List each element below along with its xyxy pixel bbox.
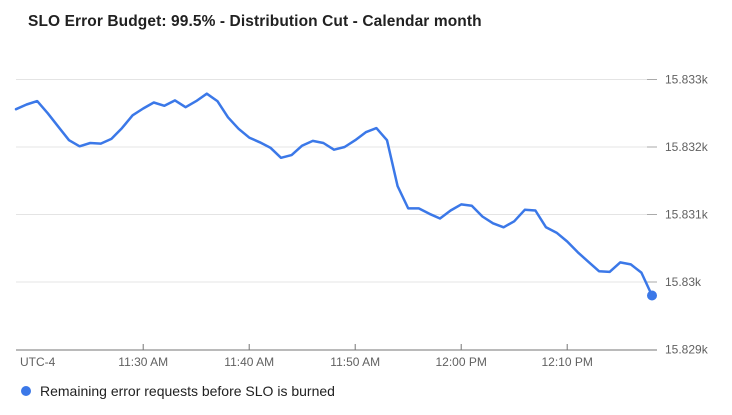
y-tick-label: 15.831k <box>665 208 709 222</box>
series-line <box>14 92 654 297</box>
y-tick-label: 15.829k <box>665 343 709 357</box>
x-tick-label: 11:40 AM <box>224 355 274 369</box>
chart-title: SLO Error Budget: 99.5% - Distribution C… <box>28 13 482 30</box>
legend-label: Remaining error requests before SLO is b… <box>40 383 335 399</box>
legend-marker-icon <box>21 386 31 396</box>
x-tick-label: 12:10 PM <box>542 355 593 369</box>
y-tick-label: 15.83k <box>665 275 702 289</box>
latest-value-dot <box>647 290 657 301</box>
x-tick-label: 12:00 PM <box>436 355 487 369</box>
y-tick-label: 15.832k <box>665 140 709 154</box>
x-tick-label: 11:30 AM <box>118 355 168 369</box>
legend-item[interactable]: Remaining error requests before SLO is b… <box>21 384 335 398</box>
y-tick-label: 15.833k <box>665 73 709 87</box>
timezone-label: UTC-4 <box>20 355 56 369</box>
x-tick-label: 11:50 AM <box>330 355 380 369</box>
